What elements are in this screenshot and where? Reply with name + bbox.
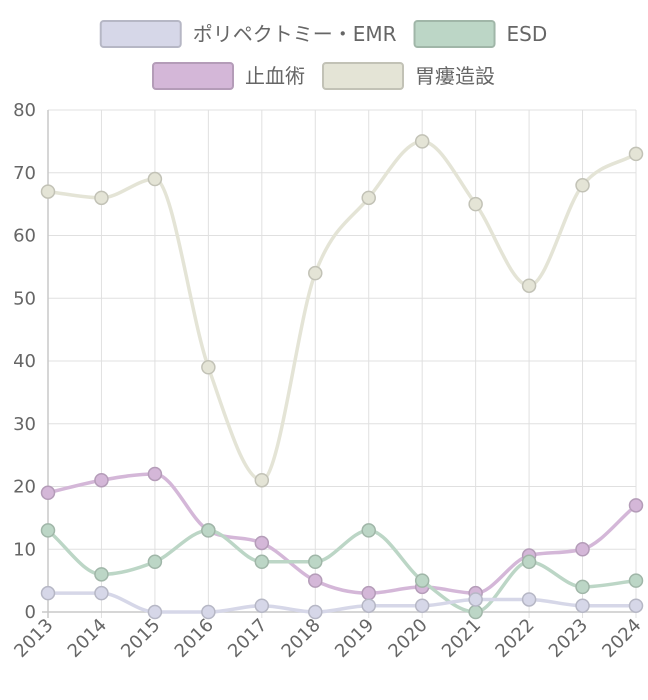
y-tick-label: 50 (13, 288, 36, 309)
data-point[interactable] (254, 535, 270, 551)
series-2 (40, 523, 644, 620)
y-tick-label: 30 (13, 414, 36, 435)
data-point[interactable] (361, 585, 376, 601)
legend-item[interactable]: 止血術 (152, 62, 305, 90)
data-point[interactable] (147, 604, 163, 620)
legend-label: 止血術 (245, 64, 305, 88)
x-tick-label: 2020 (384, 615, 431, 662)
data-point[interactable] (414, 573, 430, 588)
data-point[interactable] (40, 585, 56, 601)
data-point[interactable] (361, 598, 376, 613)
data-point[interactable] (308, 554, 323, 570)
legend: ポリペクトミー・EMR ESD 止血術 胃瘻造設 (99, 20, 548, 90)
data-point[interactable] (308, 573, 323, 588)
series-line (47, 472, 638, 595)
x-tick-label: 2023 (545, 615, 592, 662)
data-point[interactable] (468, 196, 483, 212)
data-point[interactable] (94, 190, 109, 206)
data-point[interactable] (201, 604, 216, 620)
y-tick-label: 0 (25, 602, 36, 623)
series-3 (40, 466, 644, 601)
data-point[interactable] (628, 598, 644, 613)
x-tick-label: 2019 (331, 615, 378, 662)
data-point[interactable] (40, 485, 56, 501)
data-point[interactable] (521, 554, 537, 570)
y-tick-label: 10 (13, 539, 36, 560)
legend-label: ESD (507, 22, 548, 46)
data-point[interactable] (521, 278, 537, 293)
series-line (47, 591, 636, 614)
data-point[interactable] (201, 360, 216, 375)
data-point[interactable] (414, 598, 430, 613)
series-layer (40, 134, 644, 620)
y-tick-label: 20 (13, 477, 36, 498)
data-point[interactable] (147, 171, 163, 187)
x-tick-label: 2018 (278, 615, 325, 662)
y-axis-labels: 0 10 20 30 40 50 60 70 80 (13, 100, 36, 623)
data-point[interactable] (628, 146, 644, 162)
legend-item[interactable]: ESD (413, 20, 548, 48)
data-point[interactable] (94, 585, 109, 601)
legend-swatch (322, 62, 404, 90)
data-point[interactable] (147, 466, 163, 482)
series-4 (40, 134, 644, 488)
y-tick-label: 70 (13, 163, 36, 184)
legend-swatch (99, 20, 182, 48)
data-point[interactable] (147, 554, 163, 570)
x-tick-label: 2024 (598, 615, 645, 662)
x-tick-label: 2016 (171, 615, 218, 662)
data-point[interactable] (468, 604, 483, 620)
data-point[interactable] (94, 472, 109, 488)
data-point[interactable] (575, 542, 590, 557)
legend-swatch (413, 20, 496, 48)
x-axis-labels: 2013 2014 2015 2016 2017 2018 2019 2020 2021 2022… (10, 615, 645, 662)
x-tick-label: 2015 (117, 615, 164, 662)
legend-item[interactable]: ポリペクトミー・EMR (99, 20, 397, 48)
legend-swatch (152, 62, 234, 90)
series-line (47, 139, 637, 482)
data-point[interactable] (521, 592, 537, 607)
data-point[interactable] (308, 265, 323, 281)
data-point[interactable] (361, 190, 376, 206)
x-tick-label: 2014 (64, 615, 111, 662)
data-point[interactable] (628, 573, 644, 588)
x-tick-label: 2017 (224, 615, 271, 662)
data-point[interactable] (40, 184, 56, 199)
y-tick-label: 60 (13, 226, 36, 247)
data-point[interactable] (414, 134, 430, 149)
data-point[interactable] (361, 523, 376, 538)
data-point[interactable] (201, 523, 216, 538)
data-point[interactable] (575, 598, 590, 613)
legend-label: ポリペクトミー・EMR (193, 22, 397, 46)
data-point[interactable] (628, 498, 644, 513)
data-point[interactable] (254, 598, 270, 613)
data-point[interactable] (308, 604, 323, 620)
x-tick-label: 2022 (491, 615, 538, 662)
series-1 (40, 585, 644, 620)
data-point[interactable] (254, 472, 270, 488)
data-point[interactable] (575, 579, 590, 595)
data-point[interactable] (40, 523, 56, 538)
x-tick-label: 2021 (438, 615, 485, 662)
data-point[interactable] (575, 178, 590, 193)
legend-item[interactable]: 胃瘻造設 (322, 62, 495, 90)
legend-label: 胃瘻造設 (415, 64, 495, 88)
y-tick-label: 80 (13, 100, 36, 121)
y-tick-label: 40 (13, 351, 36, 372)
data-point[interactable] (254, 554, 270, 570)
data-point[interactable] (94, 567, 109, 582)
data-point[interactable] (468, 592, 483, 607)
